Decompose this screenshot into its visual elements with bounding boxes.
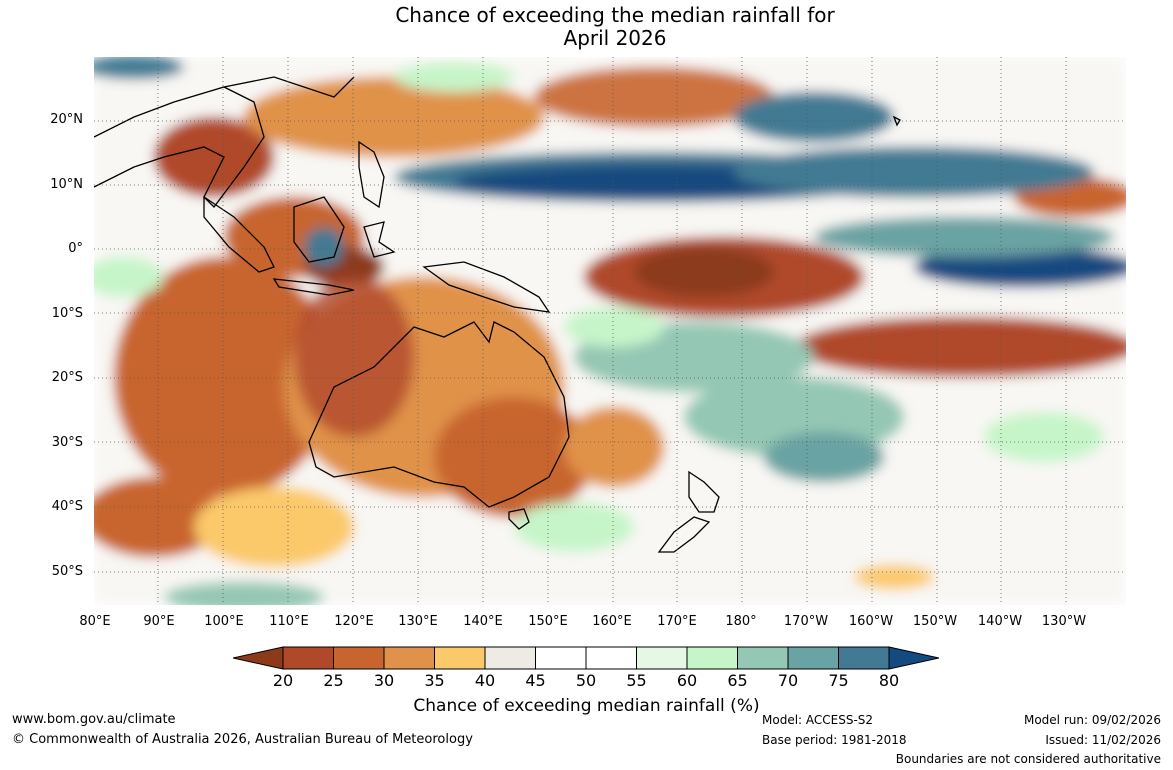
lon-label-160w: 160°W — [848, 614, 894, 629]
disclaimer-text: Boundaries are not considered authoritat… — [895, 752, 1161, 766]
lat-label-10s: 10°S — [51, 306, 83, 321]
colorbar-tick-label: 65 — [727, 671, 748, 690]
colorbar-segment — [585, 646, 637, 670]
title-line-1: Chance of exceeding the median rainfall … — [395, 3, 835, 27]
colorbar-segment — [333, 646, 385, 670]
map-title: Chance of exceeding the median rainfall … — [0, 4, 1173, 50]
colorbar-tick-label: 75 — [828, 671, 849, 690]
colorbar-segment — [383, 646, 435, 670]
lat-label-20n: 20°N — [50, 112, 83, 127]
lon-label-170w: 170°W — [783, 614, 829, 629]
colorbar-extend-low — [233, 646, 284, 670]
lat-label-50s: 50°S — [51, 564, 83, 579]
graticule — [94, 57, 1126, 605]
lon-label-130e: 130°E — [398, 614, 438, 629]
lon-label-150w: 150°W — [912, 614, 958, 629]
lon-label-140w: 140°W — [977, 614, 1023, 629]
base-period-text: Base period: 1981-2018 — [762, 733, 907, 747]
colorbar-segment — [484, 646, 536, 670]
lat-label-40s: 40°S — [51, 499, 83, 514]
lon-label-150e: 150°E — [528, 614, 568, 629]
lat-label-20s: 20°S — [51, 370, 83, 385]
colorbar-segment — [535, 646, 587, 670]
colorbar-segment — [838, 646, 890, 670]
website-text: www.bom.gov.au/climate — [12, 712, 176, 727]
colorbar-tick-label: 60 — [676, 671, 698, 690]
lon-label-80e: 80°E — [79, 614, 111, 629]
lon-label-110e: 110°E — [269, 614, 309, 629]
colorbar-tick-label: 25 — [323, 671, 344, 690]
colorbar-tick-label: 70 — [777, 671, 799, 690]
colorbar-segment — [434, 646, 486, 670]
colorbar-tick-label: 45 — [525, 671, 546, 690]
colorbar-extend-high — [888, 646, 939, 670]
colorbar-tick-label: 55 — [626, 671, 647, 690]
colorbar-tick-label: 35 — [424, 671, 445, 690]
lat-label-0: 0° — [68, 241, 83, 256]
lon-label-160e: 160°E — [592, 614, 632, 629]
lon-label-130w: 130°W — [1041, 614, 1087, 629]
colorbar-tick-label: 20 — [272, 671, 294, 690]
colorbar-segment — [282, 646, 334, 670]
rainfall-probability-map — [94, 57, 1126, 605]
lon-label-100e: 100°E — [204, 614, 244, 629]
model-run-text: Model run: 09/02/2026 — [1023, 713, 1161, 727]
colorbar-tick-label: 80 — [878, 671, 900, 690]
colorbar-tick-label: 30 — [373, 671, 395, 690]
lat-label-10n: 10°N — [50, 177, 83, 192]
issued-text: Issued: 11/02/2026 — [1045, 733, 1161, 747]
lon-label-140e: 140°E — [463, 614, 503, 629]
colorbar-segment — [737, 646, 789, 670]
colorbar-tick-label: 40 — [474, 671, 496, 690]
colorbar-title: Chance of exceeding median rainfall (%) — [413, 696, 760, 716]
coastlines — [94, 76, 901, 553]
colorbar-segment — [787, 646, 839, 670]
copyright-text: © Commonwealth of Australia 2026, Austra… — [12, 732, 473, 747]
probability-fields — [94, 57, 1126, 605]
lat-label-30s: 30°S — [51, 435, 83, 450]
lon-label-180: 180° — [725, 614, 757, 629]
title-line-2: April 2026 — [563, 26, 667, 50]
model-text: Model: ACCESS-S2 — [762, 713, 874, 727]
colorbar-segment — [636, 646, 688, 670]
lon-label-90e: 90°E — [143, 614, 175, 629]
lon-label-120e: 120°E — [334, 614, 374, 629]
colorbar — [233, 646, 939, 670]
colorbar-segment — [686, 646, 738, 670]
lon-label-170e: 170°E — [657, 614, 697, 629]
colorbar-tick-label: 50 — [575, 671, 597, 690]
